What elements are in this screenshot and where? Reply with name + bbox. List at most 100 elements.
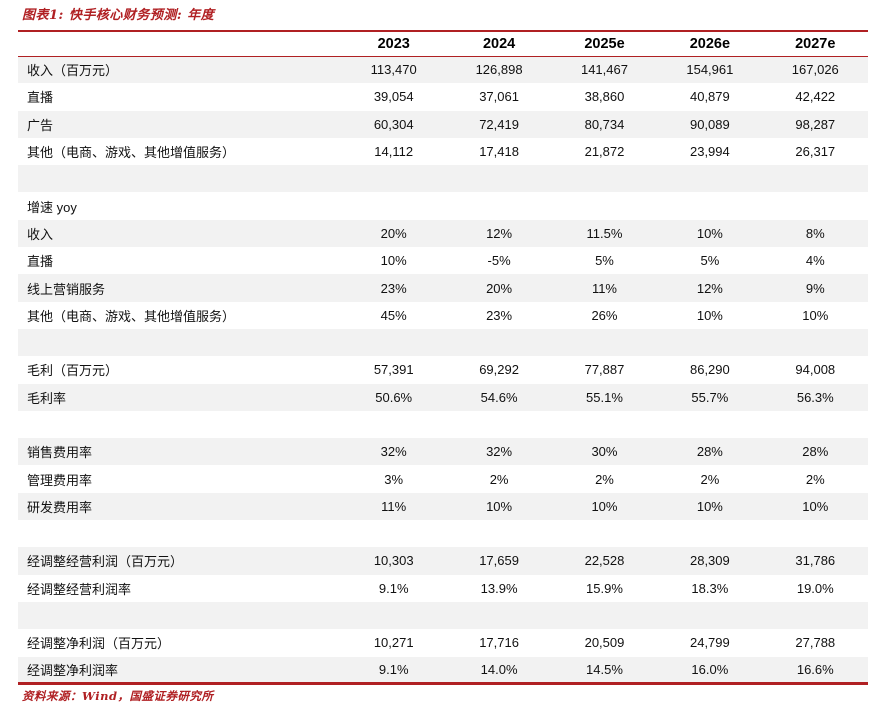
table-row: 收入（百万元） 113,470 126,898 141,467 154,961 167,0…	[18, 56, 868, 84]
table-body: 收入（百万元） 113,470 126,898 141,467 154,961 167,0…	[18, 56, 868, 684]
value-cell: 86,290	[689, 362, 730, 378]
row-label: 毛利（百万元）	[27, 363, 119, 379]
value-cell	[552, 165, 657, 192]
value-cell	[657, 520, 762, 547]
value-cell: 21,872	[584, 144, 625, 160]
table-row: 经调整净利润（百万元） 10,271 17,716 20,509 24,799 27,78…	[18, 629, 868, 657]
value-cell: 15.9%	[586, 580, 623, 596]
source-note: 资料来源：Wind，国盛证券研究所	[22, 689, 214, 703]
value-cell: 8%	[805, 225, 825, 241]
value-cell: 10%	[696, 225, 723, 241]
value-cell: 16.0%	[691, 661, 729, 677]
value-cell	[763, 602, 868, 629]
row-label: 毛利率	[27, 390, 67, 406]
value-cell: 38,860	[584, 89, 625, 105]
row-label	[18, 602, 341, 629]
value-cell: 28%	[802, 444, 829, 460]
value-cell: 23,994	[689, 144, 730, 160]
value-cell	[446, 165, 551, 192]
table-row: 毛利（百万元） 57,391 69,292 77,887 86,290 94,008	[18, 356, 868, 384]
value-cell	[446, 329, 551, 356]
value-cell: 14,112	[374, 144, 414, 160]
value-cell: 20%	[486, 280, 513, 296]
value-cell: 50.6%	[375, 389, 413, 405]
table-row: 直播 10% -5% 5% 5% 4%	[18, 247, 868, 275]
year-column-header: 2027e	[795, 35, 836, 52]
value-cell: 72,419	[479, 116, 519, 132]
row-label: 经调整经营利润率	[27, 581, 132, 597]
value-cell: 37,061	[479, 89, 519, 105]
value-cell: 10%	[380, 253, 407, 269]
value-cell	[657, 165, 762, 192]
value-cell: 16.6%	[796, 661, 834, 677]
value-cell: 23%	[380, 280, 407, 296]
value-cell: 2%	[489, 471, 509, 487]
value-cell: 40,879	[689, 89, 730, 105]
value-cell: 17,418	[479, 144, 519, 160]
value-cell: -5%	[487, 253, 511, 269]
row-label: 收入	[27, 226, 54, 242]
table-row: 经调整经营利润（百万元） 10,303 17,659 22,528 28,309 31,7…	[18, 547, 868, 575]
row-label: 增速 yoy	[27, 199, 77, 215]
row-label: 经调整净利润率	[27, 662, 119, 678]
value-cell: 55.1%	[586, 389, 623, 405]
value-cell: 10,271	[373, 635, 414, 651]
value-cell	[341, 520, 446, 547]
figure-title: 图表1: 快手核心财务预测: 年度	[22, 8, 215, 23]
value-cell	[341, 602, 446, 629]
value-cell: 18.3%	[691, 580, 729, 596]
value-cell	[763, 520, 868, 547]
value-cell: 94,008	[795, 362, 836, 378]
value-cell	[552, 192, 657, 219]
row-label	[18, 520, 341, 547]
row-label: 广告	[27, 117, 54, 133]
table-row: 毛利率 50.6% 54.6% 55.1% 55.7% 56.3%	[18, 383, 868, 411]
value-cell: 10%	[696, 307, 723, 323]
value-cell	[657, 602, 762, 629]
row-label: 管理费用率	[27, 472, 93, 488]
value-cell: 141,467	[580, 62, 628, 78]
value-cell: 10%	[696, 498, 723, 514]
value-cell: 10,303	[373, 553, 414, 569]
table-row: 广告 60,304 72,419 80,734 90,089 98,287	[18, 110, 868, 138]
value-cell: 4%	[805, 253, 825, 269]
value-cell	[552, 602, 657, 629]
value-cell: 5%	[595, 253, 614, 269]
value-cell: 167,026	[791, 62, 839, 78]
value-cell	[657, 192, 762, 219]
value-cell: 11%	[381, 498, 407, 514]
value-cell: 60,304	[373, 116, 414, 132]
value-cell	[446, 520, 551, 547]
value-cell: 23%	[486, 307, 513, 323]
value-cell: 22,528	[584, 553, 625, 569]
header-row: 2023 2024 2025e 2026e 2027e	[18, 31, 868, 56]
value-cell: 28%	[696, 444, 723, 460]
value-cell: 11.5%	[586, 225, 623, 241]
value-cell	[341, 192, 446, 219]
table-row: 经调整净利润率 9.1% 14.0% 14.5% 16.0% 16.6%	[18, 656, 868, 684]
value-cell: 9%	[805, 280, 825, 296]
row-label: 研发费用率	[27, 499, 93, 515]
value-cell: 45%	[380, 307, 407, 323]
value-cell	[446, 411, 551, 438]
value-cell: 55.7%	[691, 389, 729, 405]
table-header: 2023 2024 2025e 2026e 2027e	[18, 31, 868, 56]
value-cell	[341, 411, 446, 438]
value-cell: 26,317	[795, 144, 836, 160]
year-column-header: 2026e	[689, 35, 731, 52]
row-label	[18, 165, 341, 192]
value-cell: 14.5%	[586, 661, 623, 677]
value-cell: 90,089	[689, 116, 730, 132]
value-cell: 26%	[591, 307, 618, 323]
value-cell: 2%	[700, 471, 720, 487]
value-cell	[446, 192, 551, 219]
table-row: 直播 39,054 37,061 38,860 40,879 42,422	[18, 83, 868, 111]
value-cell: 56.3%	[796, 389, 834, 405]
label-column-header	[18, 31, 341, 56]
value-cell	[763, 329, 868, 356]
value-cell: 57,391	[373, 362, 414, 378]
value-cell: 19.0%	[796, 580, 834, 596]
row-label: 经调整经营利润（百万元）	[27, 554, 184, 570]
value-cell: 32%	[380, 444, 407, 460]
